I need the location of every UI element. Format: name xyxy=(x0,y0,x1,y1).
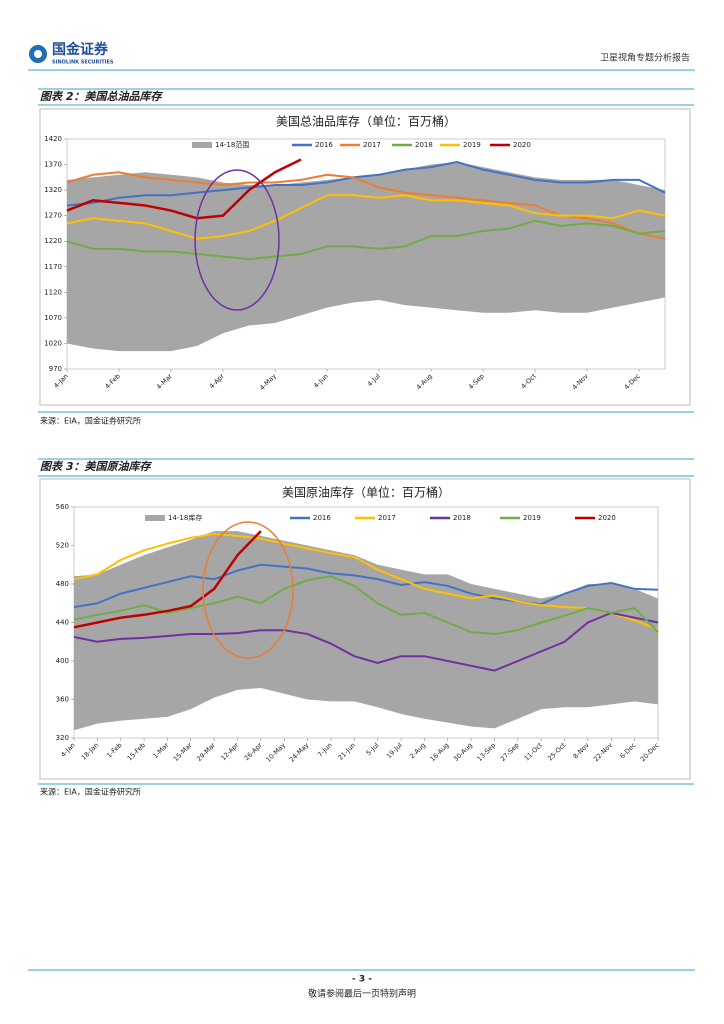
legend-label: 14-18范围 xyxy=(215,140,249,149)
y-tick-label: 970 xyxy=(49,365,62,373)
series-line xyxy=(66,158,302,220)
chart-title: 美国原油库存（单位：百万桶） xyxy=(282,485,450,500)
legend-swatch xyxy=(192,142,212,148)
logo-cn: 国金证券 xyxy=(52,41,109,58)
legend-swatch xyxy=(145,515,165,521)
series-line xyxy=(66,194,666,240)
series-line xyxy=(73,611,659,672)
logo-en: SINOLINK SECURITIES xyxy=(52,60,114,66)
series-line xyxy=(73,575,659,636)
legend-label: 2018 xyxy=(415,141,433,149)
chart-title: 美国总油品库存（单位：百万桶） xyxy=(276,114,456,129)
legend-label: 2016 xyxy=(315,141,333,149)
legend-label: 2019 xyxy=(523,514,541,522)
footer: - 3 - 敬请参阅最后一页特别声明 xyxy=(28,969,695,1000)
figure-source: 来源：EIA，国金证券研究所 xyxy=(40,416,141,426)
legend-label: 2018 xyxy=(453,514,471,522)
y-tick-label: 1320 xyxy=(44,186,62,194)
y-tick-label: 1270 xyxy=(44,212,62,220)
header: 国金证券 SINOLINK SECURITIES 卫星视角专题分析报告 xyxy=(28,41,695,71)
highlight-ellipse xyxy=(194,169,280,311)
series-line xyxy=(66,219,666,261)
y-tick-label: 400 xyxy=(56,657,69,665)
charts: 美国总油品库存（单位：百万桶） 970 1020 1070 1120 1170 1220 12… xyxy=(39,108,691,780)
y-tick-label: 1420 xyxy=(44,135,62,143)
legend-label: 2019 xyxy=(463,141,481,149)
legend-label: 2020 xyxy=(598,514,616,522)
figure-source: 来源：EIA，国金证券研究所 xyxy=(40,787,141,797)
legend-label: 2016 xyxy=(313,514,331,522)
y-tick-label: 520 xyxy=(56,542,69,550)
figure-caption: 图表 3：美国原油库存 xyxy=(40,460,152,473)
y-tick-label: 1070 xyxy=(44,314,62,322)
y-tick-label: 360 xyxy=(56,696,69,704)
y-tick-label: 1020 xyxy=(44,339,62,347)
legend-label: 2017 xyxy=(378,514,396,522)
y-tick-label: 1370 xyxy=(44,161,62,169)
y-tick-label: 440 xyxy=(56,619,69,627)
series-line xyxy=(66,160,666,207)
y-tick-label: 480 xyxy=(56,580,69,588)
y-tick-label: 560 xyxy=(56,503,69,511)
range-band xyxy=(67,162,665,352)
series-line xyxy=(73,563,659,609)
legend-label: 2020 xyxy=(513,141,531,149)
legend-label: 2017 xyxy=(363,141,381,149)
y-tick-label: 1170 xyxy=(44,263,62,271)
report-title: 卫星视角专题分析报告 xyxy=(600,52,690,64)
highlight-ellipse xyxy=(202,521,294,659)
page-number: - 3 - xyxy=(352,975,372,985)
series-line xyxy=(73,532,659,631)
y-tick-label: 1120 xyxy=(44,288,62,296)
y-tick-label: 1220 xyxy=(44,237,62,245)
disclaimer: 敬请参阅最后一页特别声明 xyxy=(308,988,416,1000)
series-line xyxy=(73,530,262,629)
logo-icon-inner xyxy=(34,50,42,58)
legend-label: 14-18库存 xyxy=(168,513,202,522)
figure-caption: 图表 2：美国总油品库存 xyxy=(40,90,163,103)
y-tick-label: 320 xyxy=(56,734,69,742)
